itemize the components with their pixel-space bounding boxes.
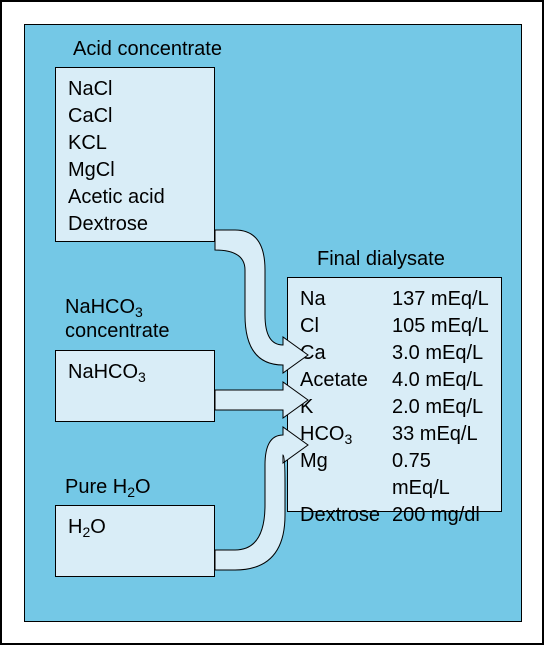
- final-row-name: Mg: [300, 448, 392, 502]
- nahco3-title-line1: NaHCO3: [65, 296, 143, 318]
- water-title-post: O: [135, 476, 151, 498]
- acid-item: MgCl: [68, 157, 202, 184]
- acid-item: KCL: [68, 130, 202, 157]
- water-formula-sub: 2: [82, 524, 90, 540]
- final-row: Ca3.0 mEq/L: [300, 340, 489, 367]
- diagram-canvas: Acid concentrate NaHCO3 concentrate Pure…: [0, 0, 544, 645]
- water-formula-pre: H: [68, 516, 82, 538]
- final-box: Na137 mEq/LCl105 mEq/LCa3.0 mEq/LAcetate…: [287, 277, 502, 512]
- final-row-value: 2.0 mEq/L: [392, 394, 489, 421]
- final-row-name: Na: [300, 286, 392, 313]
- water-formula-post: O: [90, 516, 106, 538]
- final-row-value: 33 mEq/L: [392, 421, 489, 448]
- final-title: Final dialysate: [317, 247, 445, 271]
- nahco3-box: NaHCO3: [55, 350, 215, 422]
- water-box-content: H2O: [56, 506, 214, 549]
- acid-box: NaClCaClKCLMgClAcetic acidDextrose: [55, 67, 215, 242]
- final-row: Cl105 mEq/L: [300, 313, 489, 340]
- nahco3-title: NaHCO3 concentrate: [65, 295, 170, 343]
- acid-item: Dextrose: [68, 211, 202, 238]
- nahco3-formula-pre: NaHCO: [68, 361, 138, 383]
- final-row: Acetate4.0 mEq/L: [300, 367, 489, 394]
- final-row: HCO333 mEq/L: [300, 421, 489, 448]
- final-row: Mg0.75 mEq/L: [300, 448, 489, 502]
- nahco3-title-sub: 3: [135, 304, 143, 320]
- final-row-name: K: [300, 394, 392, 421]
- water-box: H2O: [55, 505, 215, 577]
- water-title-sub: 2: [127, 484, 135, 500]
- final-row-name: Acetate: [300, 367, 392, 394]
- acid-title: Acid concentrate: [73, 37, 222, 61]
- nahco3-title-l1: NaHCO: [65, 296, 135, 318]
- final-box-content: Na137 mEq/LCl105 mEq/LCa3.0 mEq/LAcetate…: [288, 278, 501, 537]
- final-row-value: 0.75 mEq/L: [392, 448, 489, 502]
- acid-item: NaCl: [68, 76, 202, 103]
- diagram-panel: Acid concentrate NaHCO3 concentrate Pure…: [24, 24, 522, 622]
- final-row-name: Cl: [300, 313, 392, 340]
- final-row-name: Ca: [300, 340, 392, 367]
- nahco3-title-l2: concentrate: [65, 320, 170, 342]
- nahco3-box-content: NaHCO3: [56, 351, 214, 394]
- final-row: Na137 mEq/L: [300, 286, 489, 313]
- final-row: K2.0 mEq/L: [300, 394, 489, 421]
- acid-box-content: NaClCaClKCLMgClAcetic acidDextrose: [56, 68, 214, 246]
- final-row-value: 3.0 mEq/L: [392, 340, 489, 367]
- final-row-name: Dextrose: [300, 502, 392, 529]
- final-row: Dextrose200 mg/dl: [300, 502, 489, 529]
- final-row-value: 4.0 mEq/L: [392, 367, 489, 394]
- acid-item: Acetic acid: [68, 184, 202, 211]
- final-row-name: HCO3: [300, 421, 392, 448]
- water-title-pre: Pure H: [65, 476, 127, 498]
- final-row-value: 105 mEq/L: [392, 313, 489, 340]
- nahco3-formula-sub: 3: [138, 369, 146, 385]
- final-row-value: 200 mg/dl: [392, 502, 489, 529]
- acid-item: CaCl: [68, 103, 202, 130]
- final-row-value: 137 mEq/L: [392, 286, 489, 313]
- water-title: Pure H2O: [65, 475, 151, 499]
